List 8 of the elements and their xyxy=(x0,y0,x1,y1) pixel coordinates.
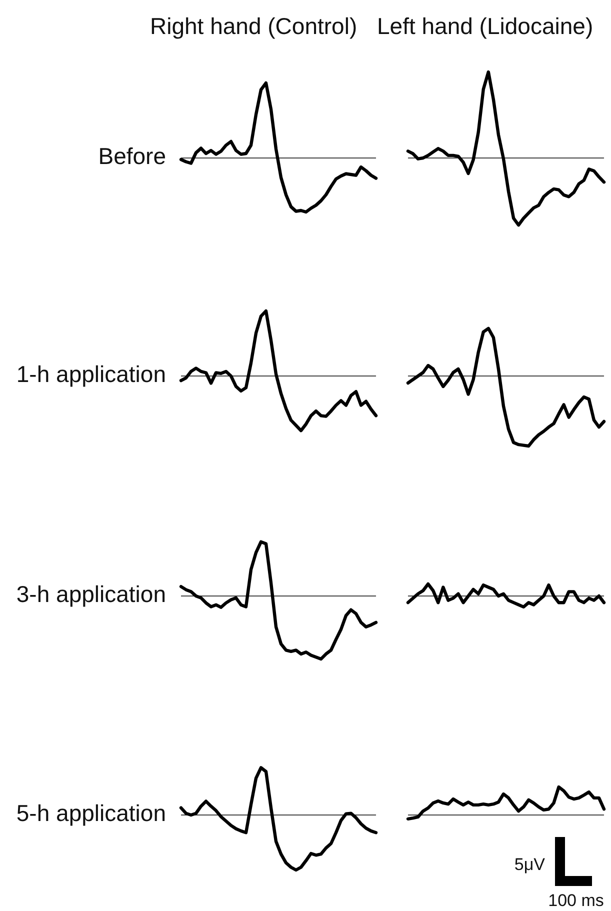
y-axis-title: 5-h application xyxy=(16,800,166,826)
y-axis-title: 3-h application xyxy=(16,581,166,607)
y-axis-title: 1-h application xyxy=(16,361,166,387)
text: 5μV xyxy=(514,855,546,874)
text: 100 ms xyxy=(548,891,604,910)
y-axis-title: Before xyxy=(98,143,166,169)
chart-title: Right hand (Control) xyxy=(150,13,358,39)
chart-title: Left hand (Lidocaine) xyxy=(377,13,594,39)
